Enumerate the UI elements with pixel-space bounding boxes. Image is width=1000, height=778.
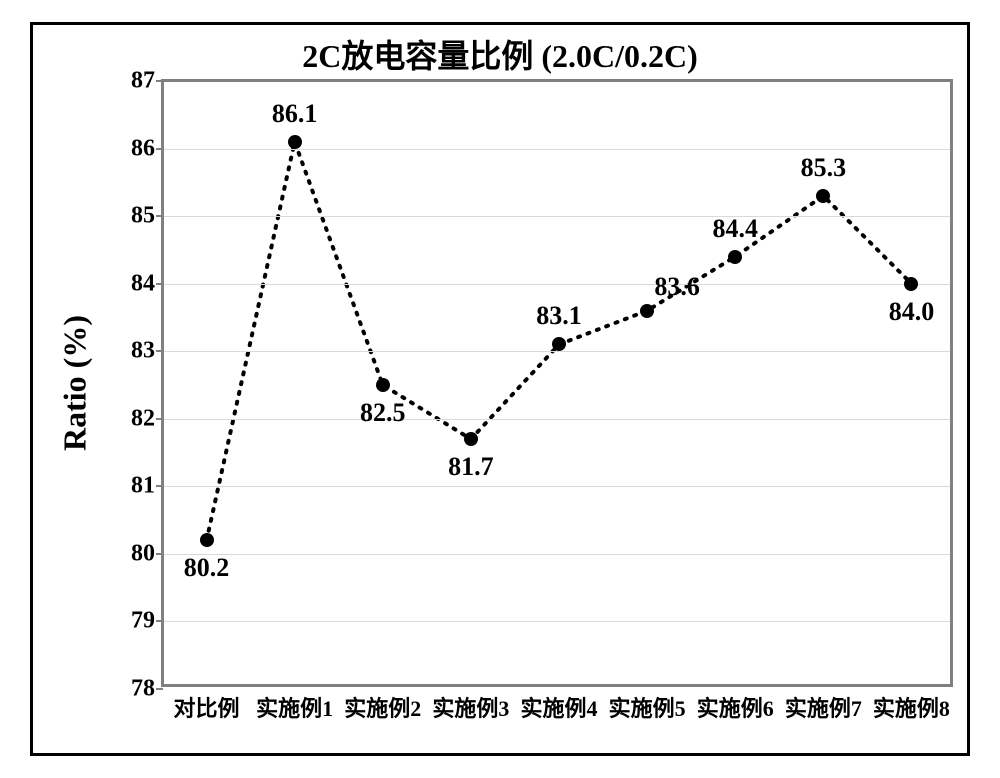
gridline	[163, 284, 951, 285]
ytick-label: 80	[131, 540, 155, 567]
ytick-mark	[156, 350, 163, 352]
xtick-label: 实施例1	[256, 691, 333, 723]
xtick-label: 实施例6	[697, 691, 774, 723]
data-point	[904, 277, 918, 291]
xtick-label: 实施例8	[873, 691, 950, 723]
plot-area: 78798081828384858687对比例实施例1实施例2实施例3实施例4实…	[161, 79, 953, 687]
xtick-label: 实施例3	[432, 691, 509, 723]
ytick-label: 81	[131, 473, 155, 500]
xtick-label: 对比例	[174, 691, 240, 723]
data-label: 82.5	[360, 398, 406, 428]
xtick-label: 实施例4	[520, 691, 597, 723]
data-point	[816, 189, 830, 203]
data-point	[200, 533, 214, 547]
ytick-label: 83	[131, 338, 155, 365]
chart-frame: 2C放电容量比例 (2.0C/0.2C) Ratio (%) 787980818…	[30, 22, 970, 756]
data-label: 81.7	[448, 452, 494, 482]
ytick-label: 78	[131, 676, 155, 703]
ytick-mark	[156, 485, 163, 487]
ytick-mark	[156, 148, 163, 150]
gridline	[163, 149, 951, 150]
data-point	[376, 378, 390, 392]
data-label: 84.0	[889, 297, 935, 327]
ytick-label: 87	[131, 68, 155, 95]
page: 2C放电容量比例 (2.0C/0.2C) Ratio (%) 787980818…	[0, 0, 1000, 778]
gridline	[163, 621, 951, 622]
data-point	[288, 135, 302, 149]
ytick-mark	[156, 688, 163, 690]
ytick-label: 82	[131, 405, 155, 432]
gridline	[163, 419, 951, 420]
ytick-mark	[156, 283, 163, 285]
data-label: 83.6	[654, 272, 700, 302]
y-axis-label: Ratio (%)	[57, 315, 94, 451]
data-point	[552, 337, 566, 351]
gridline	[163, 554, 951, 555]
ytick-label: 84	[131, 270, 155, 297]
gridline	[163, 486, 951, 487]
xtick-label: 实施例7	[785, 691, 862, 723]
data-label: 84.4	[712, 214, 758, 244]
data-label: 85.3	[801, 153, 847, 183]
gridline	[163, 216, 951, 217]
xtick-label: 实施例2	[344, 691, 421, 723]
data-label: 86.1	[272, 99, 318, 129]
ytick-mark	[156, 80, 163, 82]
data-point	[640, 304, 654, 318]
ytick-label: 85	[131, 203, 155, 230]
ytick-label: 86	[131, 135, 155, 162]
data-point	[464, 432, 478, 446]
xtick-label: 实施例5	[609, 691, 686, 723]
ytick-mark	[156, 215, 163, 217]
data-label: 83.1	[536, 301, 582, 331]
ytick-mark	[156, 620, 163, 622]
ytick-mark	[156, 418, 163, 420]
ytick-mark	[156, 553, 163, 555]
data-label: 80.2	[184, 553, 230, 583]
data-point	[728, 250, 742, 264]
ytick-label: 79	[131, 608, 155, 635]
chart-title: 2C放电容量比例 (2.0C/0.2C)	[33, 25, 967, 77]
